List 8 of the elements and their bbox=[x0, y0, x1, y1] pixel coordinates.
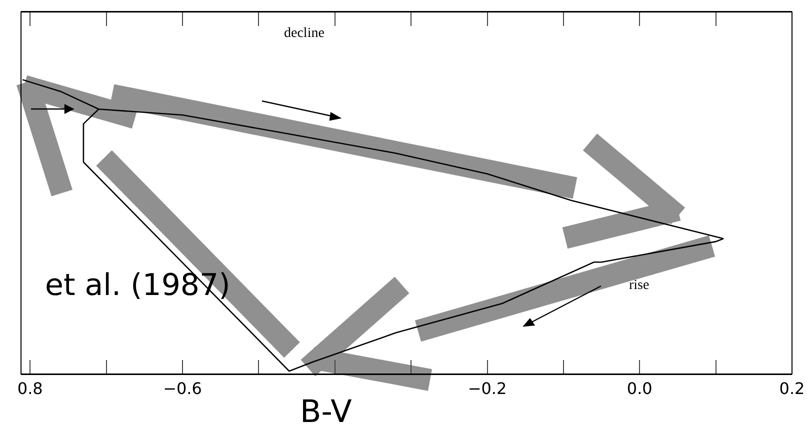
x-axis-title: B-V bbox=[300, 394, 352, 430]
x-tick-label: 0.2 bbox=[779, 379, 805, 398]
x-tick-label: 0.8 bbox=[17, 379, 43, 398]
text: decline bbox=[284, 26, 324, 41]
x-tick-label: −0.6 bbox=[163, 379, 202, 398]
x-tick-label: 0.0 bbox=[626, 379, 652, 398]
x-tick-label: −0.2 bbox=[468, 379, 507, 398]
annotation: rise bbox=[629, 278, 650, 293]
